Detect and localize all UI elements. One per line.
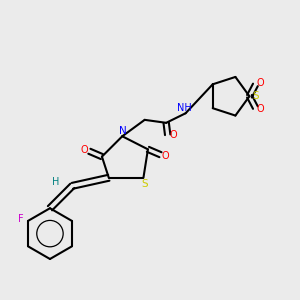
Text: S: S <box>253 91 259 101</box>
Text: H: H <box>52 177 60 187</box>
Text: NH: NH <box>177 103 191 113</box>
Text: S: S <box>142 179 148 189</box>
Text: N: N <box>119 126 127 136</box>
Text: O: O <box>256 104 264 114</box>
Text: O: O <box>81 145 88 155</box>
Text: F: F <box>18 214 23 224</box>
Text: O: O <box>161 151 169 161</box>
Text: O: O <box>256 78 264 88</box>
Text: O: O <box>169 130 177 140</box>
